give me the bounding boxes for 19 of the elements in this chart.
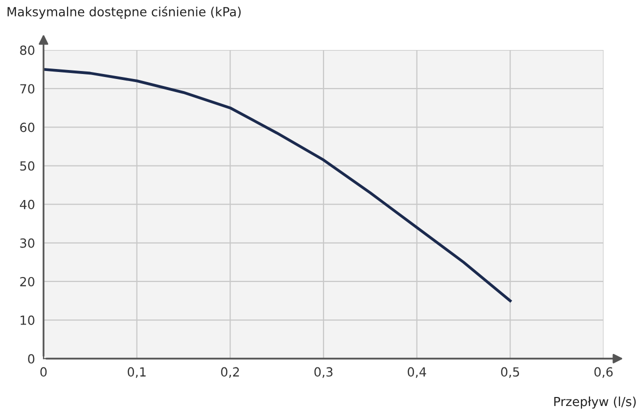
- x-tick-label: 0,4: [408, 367, 426, 378]
- x-tick-label: 0: [40, 367, 47, 377]
- x-tick-label: 0,5: [501, 367, 520, 378]
- y-tick-label: 80: [20, 46, 34, 55]
- x-axis-title: Przepływ (l/s): [554, 396, 636, 409]
- y-tick-label: 10: [20, 316, 34, 325]
- line-series: [44, 68, 512, 302]
- x-tick-label: 0,2: [221, 367, 239, 378]
- y-axis-title: Maksymalne dostępne ciśnienie (kPa): [8, 6, 241, 19]
- x-tick-label: 0,6: [594, 367, 613, 378]
- y-tick-label: 60: [20, 122, 34, 132]
- y-tick-label: 40: [20, 200, 34, 210]
- x-tick-label: 0,3: [314, 367, 332, 378]
- y-tick-label: 30: [20, 238, 34, 248]
- y-tick-label: 50: [20, 161, 34, 171]
- y-tick-label: 70: [20, 84, 34, 94]
- y-tick-label: 20: [20, 276, 34, 286]
- y-tick-label: 0: [28, 354, 34, 364]
- x-tick-label: 0,1: [128, 367, 146, 378]
